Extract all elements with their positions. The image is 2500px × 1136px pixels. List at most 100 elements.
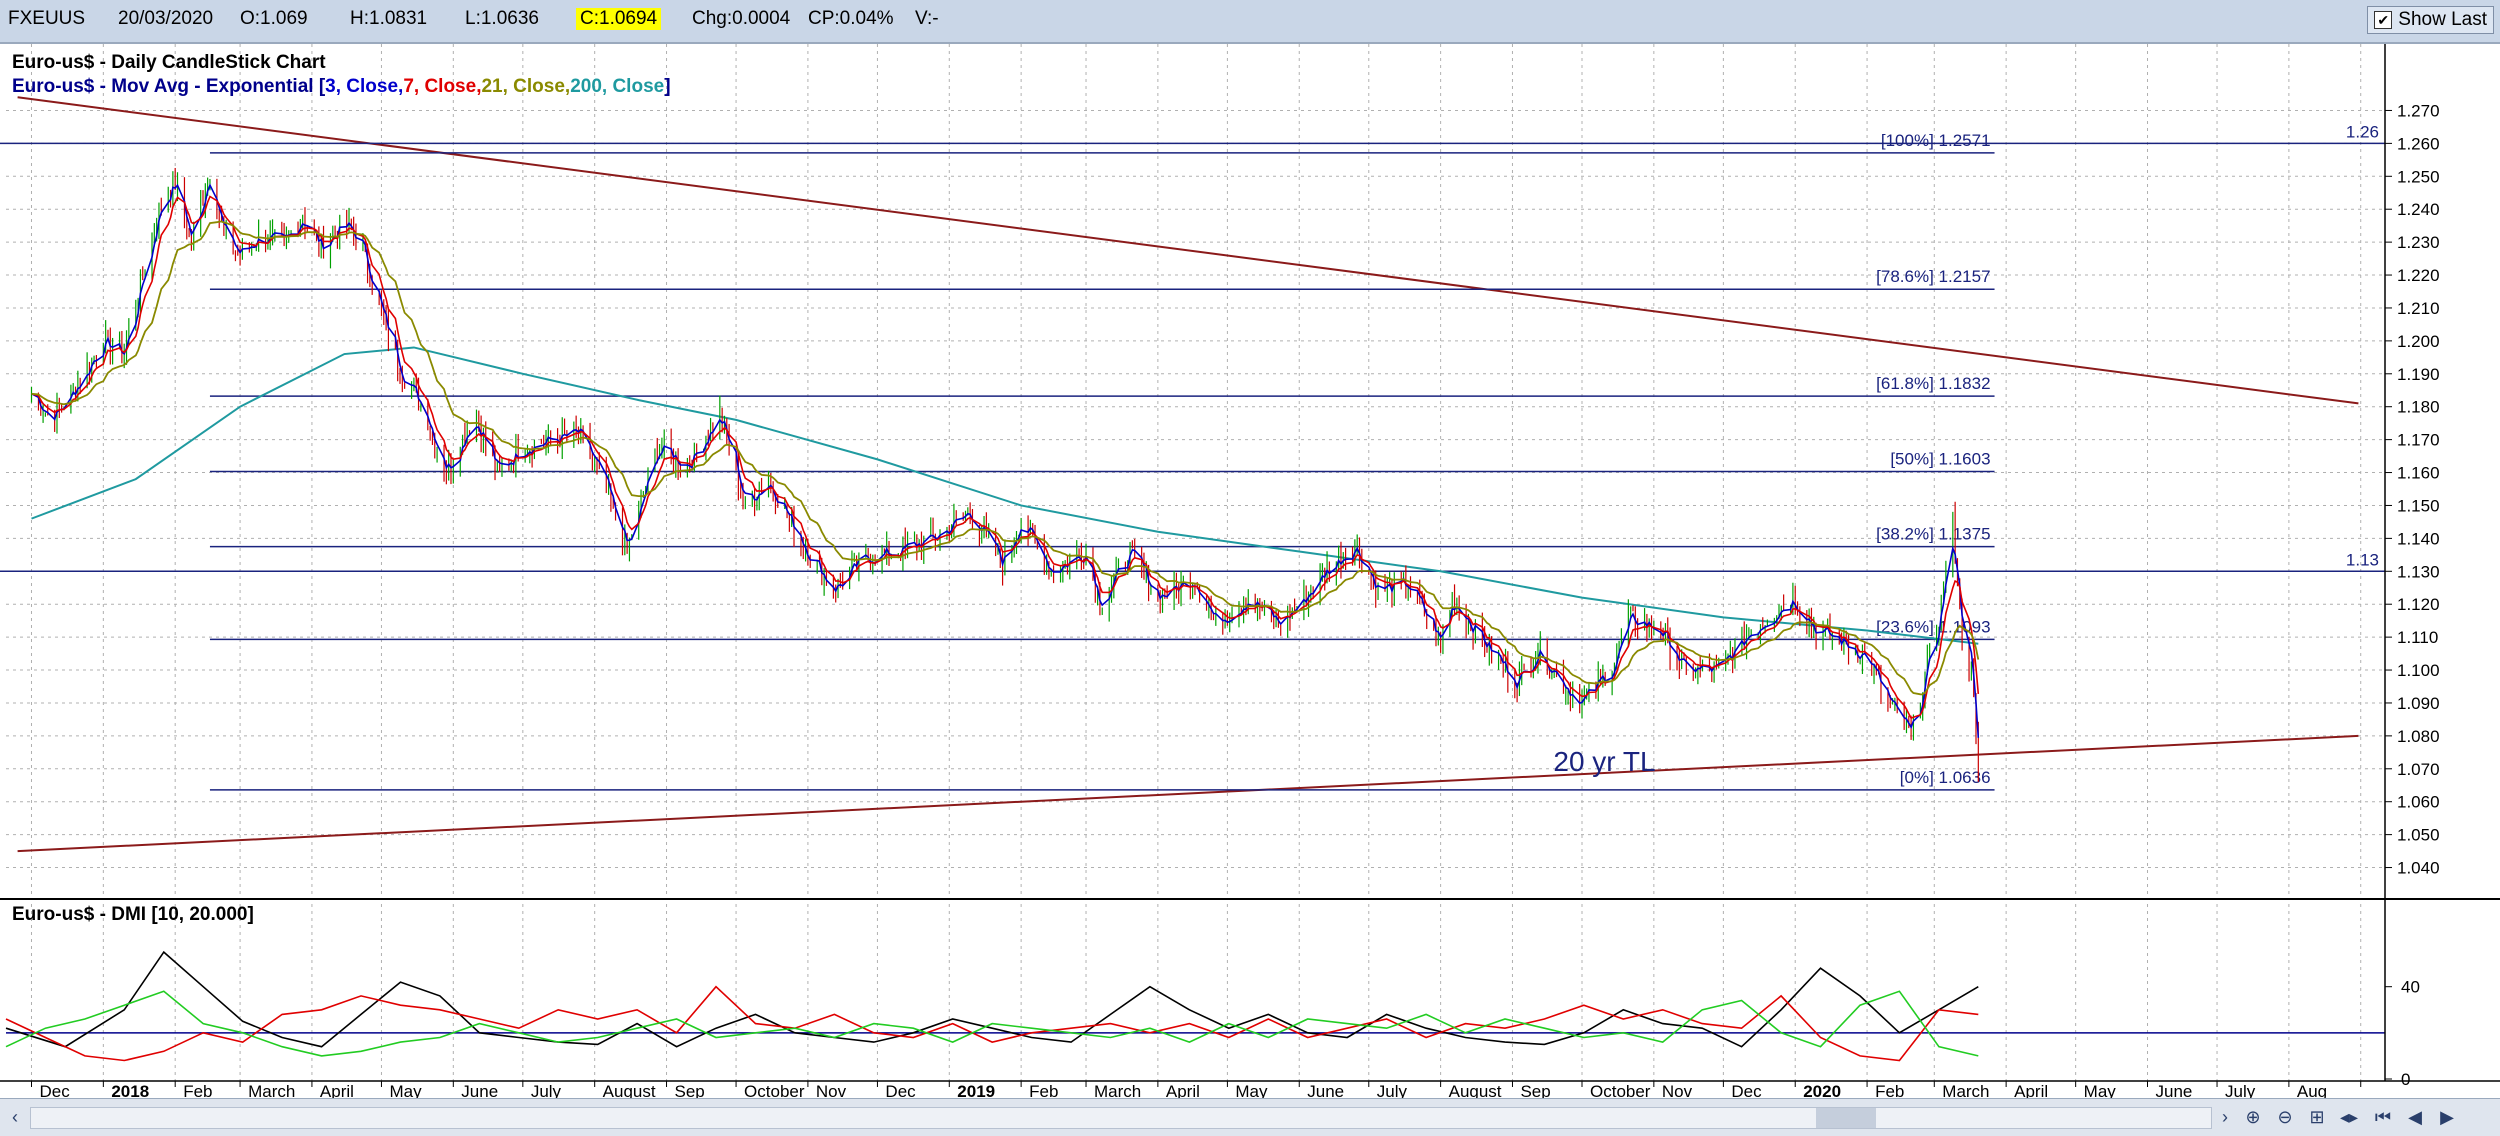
volume-label: V:- — [915, 8, 939, 29]
prev-page-icon[interactable]: ◀ — [2408, 1107, 2422, 1127]
subtitle-ma200: 200, Close — [570, 76, 664, 97]
fib-level-label: [38.2%] 1.1375 — [1876, 525, 1990, 544]
close-label: C:1.0694 — [576, 8, 662, 30]
dmi-y-tick-label: 0 — [2401, 1070, 2410, 1089]
y-tick-label: 1.250 — [2397, 167, 2440, 186]
zoom-out-icon[interactable]: ⊖ — [2277, 1107, 2293, 1127]
uptrend-line — [17, 734, 2359, 853]
dmi-y-tick-label: 40 — [2401, 978, 2420, 997]
di-minus-line — [5, 985, 1979, 1062]
x-tick-label: August — [603, 1082, 656, 1098]
dmi-panel: 0 40 — [5, 904, 2420, 1089]
subtitle-ma7: 7, Close, — [403, 76, 481, 97]
x-tick-label: May — [1235, 1082, 1268, 1098]
y-tick-label: 1.150 — [2397, 496, 2440, 515]
x-tick-label: June — [1307, 1082, 1344, 1098]
ma21-line — [31, 220, 1980, 696]
di-plus-line — [5, 990, 1979, 1057]
first-page-icon[interactable]: ⏮ — [2374, 1107, 2392, 1127]
x-tick-label: 2018 — [111, 1082, 149, 1098]
high-label: H:1.0831 — [350, 8, 428, 29]
subtitle-suffix: ] — [664, 76, 670, 97]
y-tick-label: 1.120 — [2397, 595, 2440, 614]
zoom-in-icon[interactable]: ⊕ — [2245, 1107, 2261, 1127]
zoom-fit-icon[interactable]: ⊞ — [2309, 1107, 2325, 1127]
y-tick-label: 1.070 — [2397, 760, 2440, 779]
low-label: L:1.0636 — [465, 8, 539, 29]
x-tick-label: Sep — [1520, 1082, 1550, 1098]
x-tick-label: Dec — [39, 1082, 70, 1098]
fib-level-label: [78.6%] 1.2157 — [1876, 267, 1990, 286]
y-tick-label: 1.100 — [2397, 661, 2440, 680]
quote-toolbar: FXEUUS 20/03/2020 O:1.069 H:1.0831 L:1.0… — [0, 0, 2500, 44]
x-tick-label: July — [2225, 1082, 2256, 1098]
y-tick-label: 1.090 — [2397, 694, 2440, 713]
x-tick-label: Nov — [1662, 1082, 1693, 1098]
scroll-left-icon[interactable]: ‹ — [12, 1107, 18, 1127]
price-panel: 1.040 1.050 1.060 1.070 1.080 1.090 1.100 1.110… — [0, 44, 2440, 894]
y-tick-label: 1.050 — [2397, 826, 2440, 845]
subtitle-prefix: Euro-us$ - Mov Avg - Exponential [ — [12, 76, 326, 97]
y-tick-label: 1.140 — [2397, 529, 2440, 548]
y-tick-label: 1.080 — [2397, 727, 2440, 746]
fib-level-label: [50%] 1.1603 — [1890, 450, 1990, 469]
scroll-bar: ‹ › ⊕ ⊖ ⊞ ◂▸ ⏮ ◀ ▶ — [0, 1098, 2500, 1136]
y-tick-label: 1.060 — [2397, 793, 2440, 812]
fib-level-label: [61.8%] 1.1832 — [1876, 374, 1990, 393]
chart-area[interactable]: 1.040 1.050 1.060 1.070 1.080 1.090 1.100 1.110… — [0, 44, 2500, 1098]
x-tick-label: April — [320, 1082, 354, 1098]
x-tick-label: Sep — [675, 1082, 705, 1098]
x-tick-label: July — [531, 1082, 562, 1098]
downtrend-line — [17, 96, 2359, 405]
open-label: O:1.069 — [240, 8, 308, 29]
x-tick-label: May — [2084, 1082, 2117, 1098]
scroll-right-icon[interactable]: › — [2222, 1107, 2228, 1127]
x-tick-label: August — [1449, 1082, 1502, 1098]
x-tick-label: Feb — [183, 1082, 212, 1098]
x-tick-label: March — [1094, 1082, 1141, 1098]
x-tick-label: Feb — [1875, 1082, 1904, 1098]
x-tick-label: 2020 — [1803, 1082, 1841, 1098]
y-tick-label: 1.200 — [2397, 332, 2440, 351]
y-tick-label: 1.270 — [2397, 101, 2440, 120]
change-label: Chg:0.0004 — [692, 8, 791, 29]
x-tick-label: April — [2014, 1082, 2048, 1098]
x-axis: Dec 2018 Feb March April May June July August Sep… — [30, 1081, 2362, 1098]
x-tick-label: June — [2156, 1082, 2193, 1098]
change-pct-label: CP:0.04% — [808, 8, 894, 29]
date-label: 20/03/2020 — [118, 8, 214, 29]
y-tick-label: 1.230 — [2397, 233, 2440, 252]
y-tick-label: 1.220 — [2397, 266, 2440, 285]
next-page-icon[interactable]: ▶ — [2440, 1107, 2454, 1127]
y-tick-label: 1.260 — [2397, 134, 2440, 153]
scroll-both-icon[interactable]: ◂▸ — [2339, 1107, 2359, 1127]
y-tick-label: 1.180 — [2397, 398, 2440, 417]
x-tick-label: March — [248, 1082, 295, 1098]
x-tick-label: March — [1942, 1082, 1989, 1098]
fib-level-label: [0%] 1.0636 — [1900, 768, 1991, 787]
scroll-thumb[interactable] — [1816, 1108, 1876, 1128]
show-last-toggle[interactable]: ✔ Show Last — [2367, 6, 2494, 34]
subtitle-ma21: 21, Close, — [481, 76, 570, 97]
symbol-label[interactable]: FXEUUS — [8, 8, 86, 29]
x-tick-label: Dec — [885, 1082, 916, 1098]
y-tick-label: 1.040 — [2397, 859, 2440, 878]
scroll-track[interactable] — [30, 1107, 2212, 1129]
x-tick-label: Feb — [1029, 1082, 1058, 1098]
show-last-label: Show Last — [2398, 9, 2487, 30]
x-tick-label: 2019 — [957, 1082, 995, 1098]
ma200-line — [31, 346, 1979, 645]
x-tick-label: October — [1590, 1082, 1651, 1098]
y-tick-label: 1.190 — [2397, 365, 2440, 384]
checkbox-icon[interactable]: ✔ — [2374, 11, 2393, 29]
horizontal-level-label: 1.26 — [2346, 122, 2379, 141]
ma3-line — [31, 183, 1980, 738]
price-chart-title: Euro-us$ - Daily CandleStick Chart — [12, 52, 326, 73]
annotation-20yr-tl: 20 yr TL — [1553, 746, 1655, 777]
y-tick-label: 1.210 — [2397, 299, 2440, 318]
x-tick-label: Dec — [1731, 1082, 1762, 1098]
dmi-chart-title: Euro-us$ - DMI [10, 20.000] — [12, 904, 254, 925]
y-tick-label: 1.130 — [2397, 562, 2440, 581]
y-tick-label: 1.110 — [2397, 628, 2438, 647]
y-tick-label: 1.170 — [2397, 431, 2440, 450]
